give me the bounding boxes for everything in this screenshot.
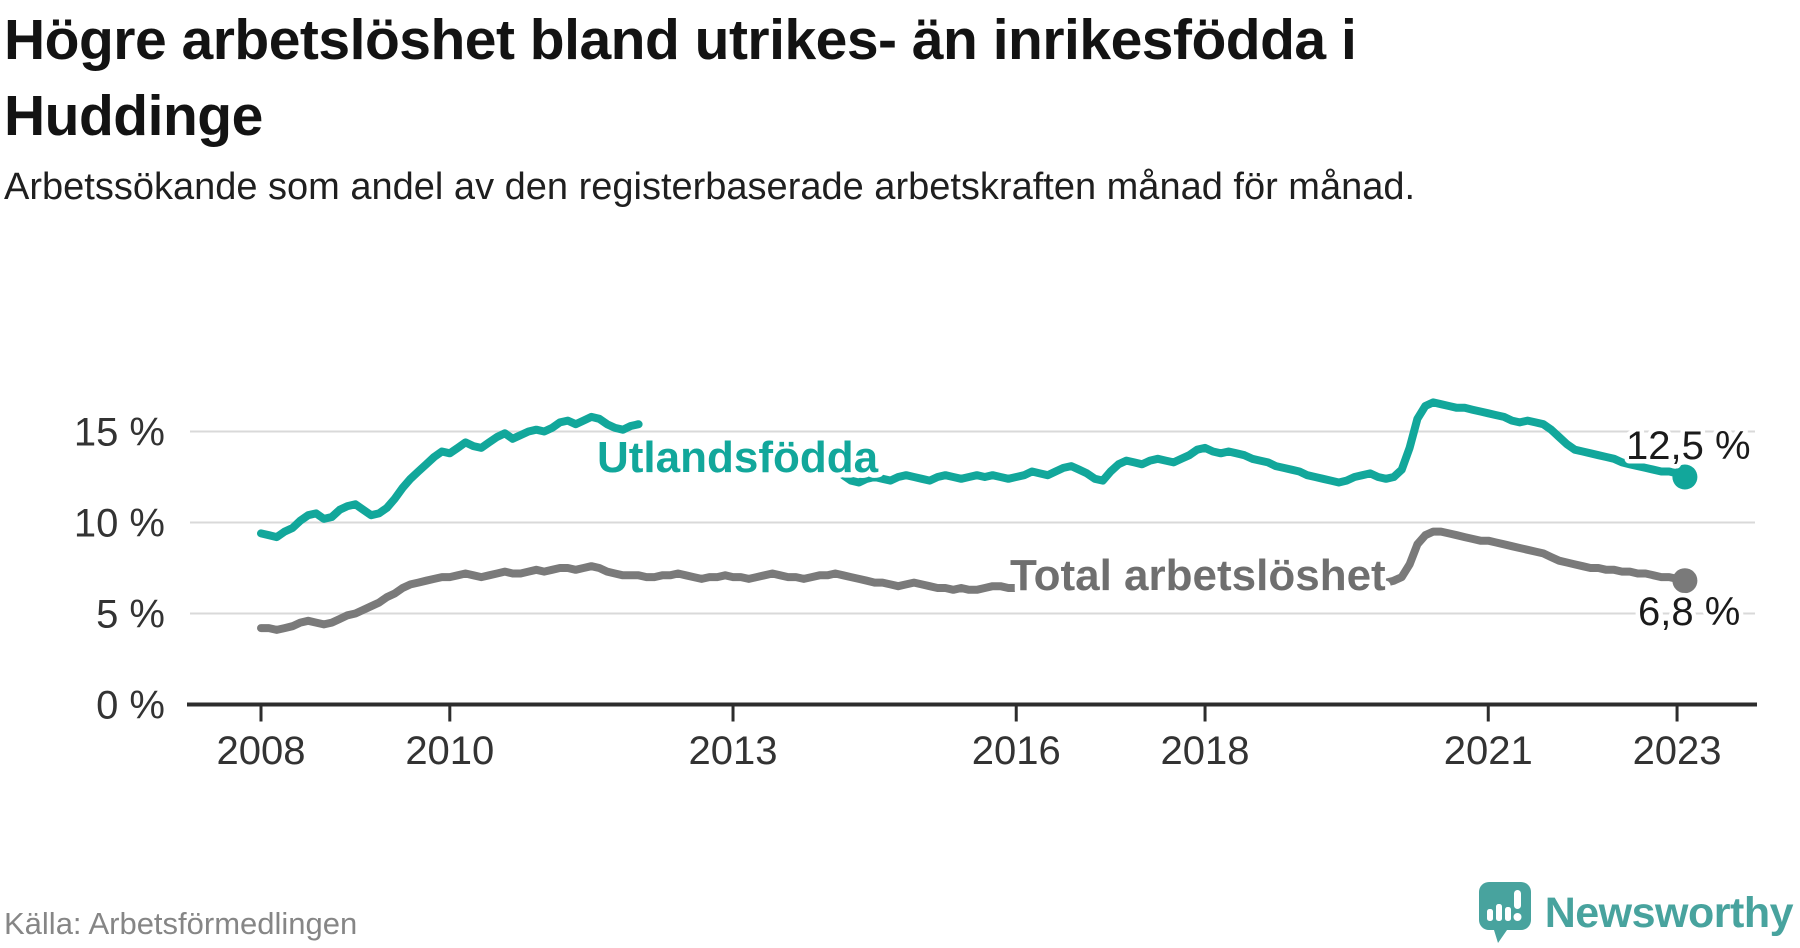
newsworthy-wordmark: Newsworthy: [1544, 888, 1794, 937]
x-tick-label: 2008: [217, 729, 306, 773]
source-note: Källa: Arbetsförmedlingen: [4, 906, 358, 941]
series-line-total-arbetsl-shet: [1366, 527, 1689, 591]
y-tick-label: 5 %: [96, 593, 165, 637]
x-tick-label: 2013: [689, 729, 778, 773]
newsworthy-logo-icon: [1478, 882, 1531, 943]
series-line-utlandsf-dda: [257, 412, 643, 542]
series-line-utlandsf-dda: [839, 398, 1689, 487]
x-tick-label: 2021: [1444, 729, 1533, 773]
series-line-total-arbetsl-shet: [257, 562, 1021, 634]
y-tick-label: 10 %: [74, 502, 165, 546]
series-end-dot-utlandsf-dda: [1672, 464, 1698, 490]
series-end-dot-total-arbetsl-shet: [1672, 568, 1698, 594]
chart-subtitle: Arbetssökande som andel av den registerb…: [4, 166, 1416, 208]
series-label-total-arbetsl-shet: Total arbetslöshet: [1010, 551, 1386, 600]
x-tick-label: 2018: [1161, 729, 1250, 773]
x-tick-label: 2016: [972, 729, 1061, 773]
x-tick-label: 2010: [405, 729, 494, 773]
series-value-label-total-arbetsl-shet: 6,8 %: [1638, 590, 1740, 634]
x-tick-label: 2023: [1633, 729, 1722, 773]
page-title: Högre arbetslöshet bland utrikes- än inr…: [4, 8, 1357, 149]
series-label-utlandsf-dda: Utlandsfödda: [597, 433, 879, 482]
series-value-label-utlandsf-dda: 12,5 %: [1626, 424, 1751, 468]
y-tick-label: 0 %: [96, 684, 165, 728]
newsworthy-logo: Newsworthy: [1478, 882, 1794, 944]
y-tick-label: 15 %: [74, 411, 165, 455]
